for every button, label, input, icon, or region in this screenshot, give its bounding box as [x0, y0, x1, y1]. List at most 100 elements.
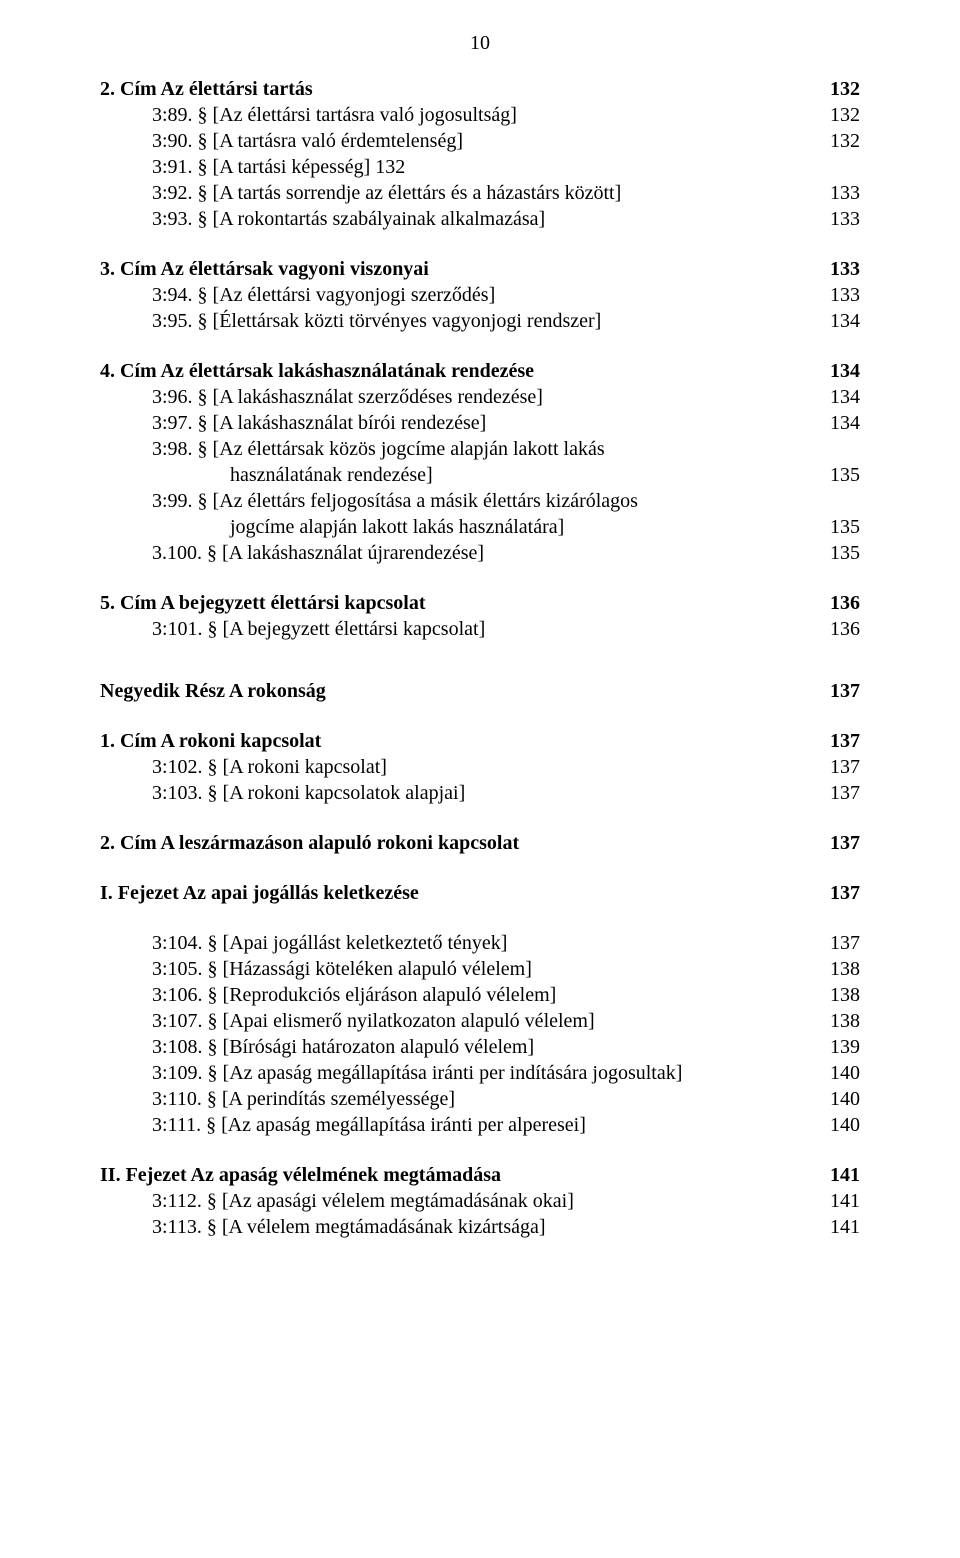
toc-label: II. Fejezet Az apaság vélelmének megtáma…: [100, 1162, 820, 1188]
toc-label: jogcíme alapján lakott lakás használatár…: [100, 514, 820, 540]
toc-page-number: 141: [820, 1162, 860, 1188]
toc-page-number: 140: [820, 1112, 860, 1138]
toc-row: 3. Cím Az élettársak vagyoni viszonyai13…: [100, 256, 860, 282]
toc-page-number: 136: [820, 616, 860, 642]
toc-label: 3:109. § [Az apaság megállapítása iránti…: [100, 1060, 820, 1086]
toc-page-number: 137: [820, 754, 860, 780]
toc-label: 4. Cím Az élettársak lakáshasználatának …: [100, 358, 820, 384]
toc-page-number: 137: [820, 830, 860, 856]
toc-label: 3:110. § [A perindítás személyessége]: [100, 1086, 820, 1112]
toc-page-number: 133: [820, 206, 860, 232]
toc-label: 1. Cím A rokoni kapcsolat: [100, 728, 820, 754]
toc-row: 3:111. § [Az apaság megállapítása iránti…: [100, 1112, 860, 1138]
toc-row: 3:101. § [A bejegyzett élettársi kapcsol…: [100, 616, 860, 642]
toc-label: 3:101. § [A bejegyzett élettársi kapcsol…: [100, 616, 820, 642]
toc-row: 3:99. § [Az élettárs feljogosítása a más…: [100, 488, 860, 514]
table-of-contents: 2. Cím Az élettársi tartás1323:89. § [Az…: [100, 76, 860, 1240]
toc-row: 3:92. § [A tartás sorrendje az élettárs …: [100, 180, 860, 206]
toc-label: 3:107. § [Apai elismerő nyilatkozaton al…: [100, 1008, 820, 1034]
toc-row: 3:113. § [A vélelem megtámadásának kizár…: [100, 1214, 860, 1240]
toc-page-number: 133: [820, 282, 860, 308]
toc-label: 3:102. § [A rokoni kapcsolat]: [100, 754, 820, 780]
toc-row: 4. Cím Az élettársak lakáshasználatának …: [100, 358, 860, 384]
toc-page-number: 141: [820, 1188, 860, 1214]
toc-label: 3:93. § [A rokontartás szabályainak alka…: [100, 206, 820, 232]
toc-label: Negyedik Rész A rokonság: [100, 678, 820, 704]
toc-label: 3:90. § [A tartásra való érdemtelenség]: [100, 128, 820, 154]
toc-page-number: 138: [820, 1008, 860, 1034]
toc-row: 3:91. § [A tartási képesség] 132: [100, 154, 860, 180]
toc-page-number: 140: [820, 1060, 860, 1086]
toc-page-number: 133: [820, 180, 860, 206]
toc-label: 3:104. § [Apai jogállást keletkeztető té…: [100, 930, 820, 956]
toc-row: 3:108. § [Bírósági határozaton alapuló v…: [100, 1034, 860, 1060]
toc-label: 3. Cím Az élettársak vagyoni viszonyai: [100, 256, 820, 282]
toc-page-number: 134: [820, 410, 860, 436]
toc-page-number: 137: [820, 728, 860, 754]
toc-label: 3:106. § [Reprodukciós eljáráson alapuló…: [100, 982, 820, 1008]
toc-row: 3:106. § [Reprodukciós eljáráson alapuló…: [100, 982, 860, 1008]
toc-label: 3:96. § [A lakáshasználat szerződéses re…: [100, 384, 820, 410]
toc-page-number: 133: [820, 256, 860, 282]
toc-label: használatának rendezése]: [100, 462, 820, 488]
toc-row: 3:94. § [Az élettársi vagyonjogi szerződ…: [100, 282, 860, 308]
toc-row: 3:110. § [A perindítás személyessége]140: [100, 1086, 860, 1112]
toc-label: 3:108. § [Bírósági határozaton alapuló v…: [100, 1034, 820, 1060]
toc-page-number: 132: [820, 102, 860, 128]
toc-label: 3:94. § [Az élettársi vagyonjogi szerződ…: [100, 282, 820, 308]
toc-label: 3:97. § [A lakáshasználat bírói rendezés…: [100, 410, 820, 436]
toc-label: 3:99. § [Az élettárs feljogosítása a más…: [100, 488, 820, 514]
toc-row: 1. Cím A rokoni kapcsolat137: [100, 728, 860, 754]
toc-label: 5. Cím A bejegyzett élettársi kapcsolat: [100, 590, 820, 616]
toc-row: 3:90. § [A tartásra való érdemtelenség]1…: [100, 128, 860, 154]
toc-row: használatának rendezése]135: [100, 462, 860, 488]
toc-label: 2. Cím Az élettársi tartás: [100, 76, 820, 102]
toc-page-number: 132: [820, 76, 860, 102]
toc-label: 3:89. § [Az élettársi tartásra való jogo…: [100, 102, 820, 128]
toc-row: 2. Cím Az élettársi tartás132: [100, 76, 860, 102]
toc-row: 3.100. § [A lakáshasználat újrarendezése…: [100, 540, 860, 566]
toc-row: 5. Cím A bejegyzett élettársi kapcsolat1…: [100, 590, 860, 616]
toc-page-number: 139: [820, 1034, 860, 1060]
toc-row: 3:98. § [Az élettársak közös jogcíme ala…: [100, 436, 860, 462]
toc-page-number: 137: [820, 880, 860, 906]
toc-page-number: 141: [820, 1214, 860, 1240]
toc-page-number: 137: [820, 930, 860, 956]
toc-row: I. Fejezet Az apai jogállás keletkezése1…: [100, 880, 860, 906]
toc-row: 3:107. § [Apai elismerő nyilatkozaton al…: [100, 1008, 860, 1034]
toc-row: 3:97. § [A lakáshasználat bírói rendezés…: [100, 410, 860, 436]
toc-row: 3:89. § [Az élettársi tartásra való jogo…: [100, 102, 860, 128]
toc-page-number: 138: [820, 982, 860, 1008]
toc-row: 2. Cím A leszármazáson alapuló rokoni ka…: [100, 830, 860, 856]
toc-page-number: 134: [820, 358, 860, 384]
toc-page-number: 136: [820, 590, 860, 616]
toc-page-number: 134: [820, 308, 860, 334]
toc-row: 3:109. § [Az apaság megállapítása iránti…: [100, 1060, 860, 1086]
toc-label: I. Fejezet Az apai jogállás keletkezése: [100, 880, 820, 906]
toc-label: 3:105. § [Házassági köteléken alapuló vé…: [100, 956, 820, 982]
toc-label: 3.100. § [A lakáshasználat újrarendezése…: [100, 540, 820, 566]
page-number: 10: [100, 30, 860, 56]
toc-page-number: 137: [820, 678, 860, 704]
toc-row: 3:104. § [Apai jogállást keletkeztető té…: [100, 930, 860, 956]
toc-label: 3:111. § [Az apaság megállapítása iránti…: [100, 1112, 820, 1138]
toc-page-number: 134: [820, 384, 860, 410]
toc-row: jogcíme alapján lakott lakás használatár…: [100, 514, 860, 540]
toc-label: 3:113. § [A vélelem megtámadásának kizár…: [100, 1214, 820, 1240]
toc-row: 3:105. § [Házassági köteléken alapuló vé…: [100, 956, 860, 982]
toc-page-number: 140: [820, 1086, 860, 1112]
toc-page-number: 135: [820, 540, 860, 566]
toc-page-number: 137: [820, 780, 860, 806]
toc-page-number: 135: [820, 514, 860, 540]
toc-label: 3:91. § [A tartási képesség] 132: [100, 154, 820, 180]
toc-label: 3:92. § [A tartás sorrendje az élettárs …: [100, 180, 820, 206]
toc-row: Negyedik Rész A rokonság137: [100, 678, 860, 704]
toc-label: 3:103. § [A rokoni kapcsolatok alapjai]: [100, 780, 820, 806]
toc-page-number: 132: [820, 128, 860, 154]
toc-row: 3:102. § [A rokoni kapcsolat]137: [100, 754, 860, 780]
toc-row: 3:112. § [Az apasági vélelem megtámadásá…: [100, 1188, 860, 1214]
toc-label: 3:112. § [Az apasági vélelem megtámadásá…: [100, 1188, 820, 1214]
toc-page-number: 138: [820, 956, 860, 982]
toc-label: 2. Cím A leszármazáson alapuló rokoni ka…: [100, 830, 820, 856]
toc-page-number: 135: [820, 462, 860, 488]
